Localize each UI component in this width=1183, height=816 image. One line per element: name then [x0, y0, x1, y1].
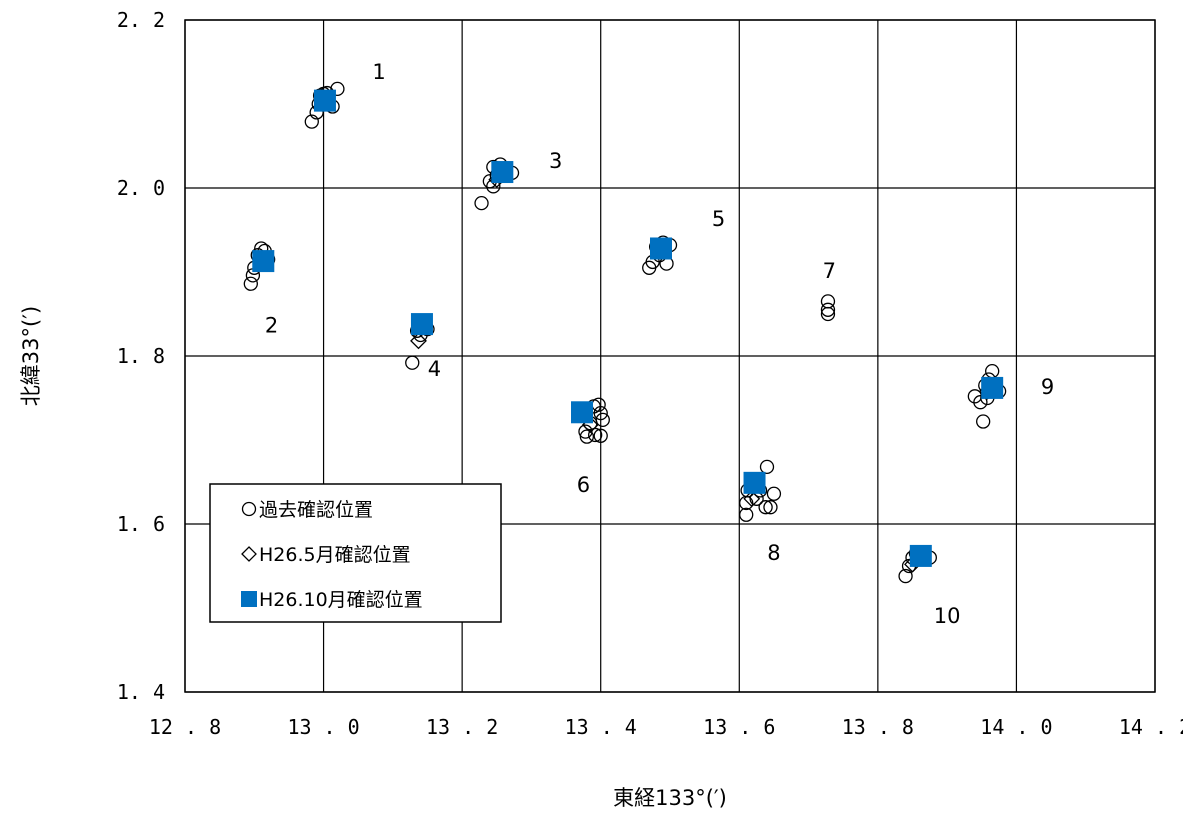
- point-past: [985, 363, 1000, 379]
- point-h26-oct: [491, 161, 514, 184]
- point-h26-oct: [909, 544, 932, 567]
- site-label: 1: [372, 60, 385, 84]
- x-axis-label: 東経133°(′): [613, 786, 727, 810]
- site-label: 6: [577, 473, 590, 497]
- y-tick-label: 1. 8: [117, 344, 165, 368]
- legend-items: 過去確認位置 H26.5月確認位置 H26.10月確認位置: [241, 499, 423, 611]
- point-past: [976, 414, 991, 429]
- site-label: 9: [1041, 375, 1054, 399]
- y-axis-label: 北緯33°(′): [19, 306, 43, 406]
- point-past: [766, 486, 782, 501]
- point-h26-oct: [649, 237, 672, 260]
- point-past: [759, 459, 775, 475]
- site-label: 10: [934, 604, 961, 628]
- site-labels: 1 2 3 4 5 6 7 8 9 10: [265, 60, 1054, 628]
- site-label: 8: [767, 541, 780, 565]
- y-tick-label: 2. 2: [117, 8, 165, 32]
- point-h26-oct: [410, 313, 433, 336]
- point-past: [405, 355, 420, 370]
- point-past: [820, 306, 836, 322]
- point-past: [763, 500, 778, 515]
- point-past: [330, 81, 345, 97]
- point-h26-oct: [571, 401, 594, 424]
- x-tick-label: 13 . 6: [703, 715, 775, 739]
- legend-label: H26.5月確認位置: [259, 544, 411, 566]
- point-h26-may: [410, 332, 427, 350]
- site-label: 7: [823, 259, 836, 283]
- x-tick-labels: 12 . 8 13 . 0 13 . 2 13 . 4 13 . 6 13 . 8 14 .…: [149, 715, 1183, 739]
- y-tick-label: 2. 0: [117, 176, 165, 200]
- point-past: [593, 405, 608, 421]
- x-tick-label: 13 . 8: [842, 715, 914, 739]
- point-past: [243, 276, 258, 291]
- point-past: [579, 429, 595, 444]
- point-h26-oct: [313, 89, 336, 112]
- point-h26-may: [743, 490, 761, 508]
- site-label: 5: [712, 207, 725, 231]
- legend-marker-square: [241, 591, 257, 607]
- point-past: [758, 500, 773, 515]
- x-tick-label: 13 . 4: [565, 715, 637, 739]
- legend: 過去確認位置 H26.5月確認位置 H26.10月確認位置: [209, 483, 502, 623]
- legend-box: [209, 483, 502, 623]
- point-past: [304, 114, 319, 129]
- y-tick-labels: 1. 4 1. 6 1. 8 2. 0 2. 2: [117, 8, 165, 704]
- point-past: [474, 195, 489, 211]
- x-tick-label: 14 . 0: [980, 715, 1052, 739]
- point-past: [973, 395, 988, 410]
- point-past: [642, 260, 657, 275]
- point-past: [739, 507, 754, 522]
- legend-marker-circle: [241, 501, 257, 517]
- x-tick-label: 13 . 0: [287, 715, 359, 739]
- plot-area: [184, 19, 1156, 693]
- x-tick-label: 13 . 2: [426, 715, 498, 739]
- y-tick-label: 1. 6: [117, 512, 165, 536]
- site-label: 2: [265, 313, 278, 337]
- legend-label: 過去確認位置: [259, 499, 373, 521]
- site-label: 3: [549, 149, 562, 173]
- legend-marker-diamond: [241, 546, 257, 562]
- y-tick-label: 1. 4: [117, 680, 165, 704]
- point-h26-oct: [981, 376, 1004, 399]
- series-h26-oct-positions: [252, 89, 1004, 567]
- point-past: [595, 412, 610, 427]
- site-label: 4: [428, 357, 441, 381]
- point-past: [588, 427, 603, 443]
- point-past: [820, 302, 836, 317]
- point-past: [593, 428, 608, 443]
- point-h26-oct: [743, 471, 766, 494]
- point-past: [898, 568, 913, 584]
- x-tick-label: 14 . 2: [1119, 715, 1183, 739]
- point-h26-oct: [252, 250, 275, 273]
- point-past: [591, 397, 606, 412]
- x-tick-label: 12 . 8: [149, 715, 221, 739]
- legend-label: H26.10月確認位置: [259, 589, 423, 611]
